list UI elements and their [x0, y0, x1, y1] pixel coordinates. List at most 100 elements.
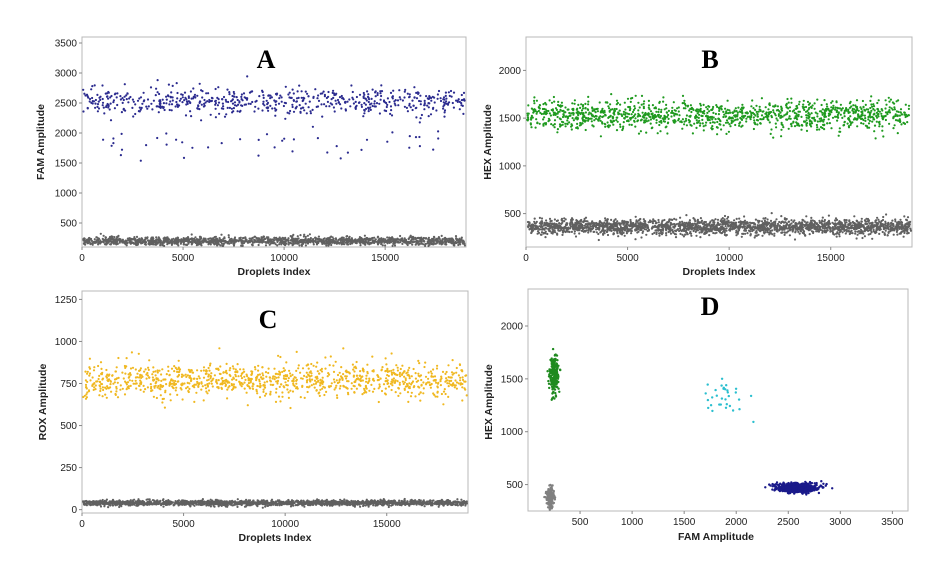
panel-a-negative-point: [147, 242, 150, 245]
panel-b-negative-point: [749, 230, 752, 233]
panel-b-negative-point: [765, 224, 768, 227]
panel-a-negative-point: [384, 244, 387, 247]
panel-a-negative-point: [296, 235, 299, 238]
panel-b-positive-point: [877, 99, 880, 102]
panel-b-negative-point: [799, 230, 803, 233]
panel-a-negative-point: [308, 233, 311, 236]
panel-b-negative-point: [540, 220, 544, 223]
panel-b-negative-point: [788, 228, 791, 231]
panel-a-rain-point: [408, 135, 411, 138]
panel-b-positive-point: [738, 124, 741, 127]
panel-a-positive-point: [262, 94, 265, 97]
panel-b-negative-point: [634, 238, 637, 241]
panel-a-positive-point: [92, 100, 96, 103]
panel-a-positive-point: [288, 96, 291, 99]
panel-a-positive-point: [235, 96, 238, 99]
panel-a-rain-point: [335, 145, 338, 148]
panel-a-negative-point: [254, 240, 257, 243]
panel-a-negative-point: [309, 237, 312, 240]
panel-b-positive-point: [535, 118, 538, 121]
panel-a-negative-point: [279, 239, 282, 242]
panel-a-negative-point: [341, 240, 345, 243]
panel-a-negative-point: [399, 241, 402, 244]
panel-a-positive-point: [105, 92, 109, 95]
panel-a-positive-point: [411, 99, 414, 102]
panel-b-positive-point: [872, 105, 876, 108]
panel-b-negative-point: [727, 219, 730, 222]
panel-b-positive-point: [872, 103, 875, 106]
panel-b-positive-point: [630, 123, 633, 126]
panel-a-negative-point: [287, 241, 290, 244]
panel-a-negative-point: [189, 237, 193, 240]
panel-a-positive-point: [352, 98, 355, 101]
panel-a-rain-point: [165, 143, 168, 146]
panel-a-positive-point: [249, 102, 252, 105]
panel-b-negative-point: [565, 223, 568, 226]
panel-a-negative-point: [388, 236, 391, 239]
panel-a-positive-point: [217, 101, 221, 104]
panel-a-positive-point: [315, 105, 318, 108]
panel-a-positive-point: [415, 116, 418, 119]
panel-a-negative-point: [124, 243, 127, 246]
panel-a-positive-point: [408, 104, 411, 107]
panel-b-negative-point: [746, 224, 749, 227]
panel-b-negative-point: [571, 223, 575, 226]
panel-b-letter: B: [701, 45, 718, 74]
panel-b-negative-point: [765, 227, 768, 230]
panel-b-negative-point: [615, 227, 618, 231]
panel-a-rain-point: [156, 136, 159, 140]
panel-a-positive-point: [325, 105, 328, 108]
panel-b-negative-point: [863, 229, 867, 232]
panel-b-negative-point: [814, 225, 818, 228]
panel-b-positive-point: [888, 122, 891, 125]
panel-b-positive-point: [595, 107, 598, 111]
panel-b-negative-point: [758, 219, 761, 223]
panel-a-negative-point: [255, 237, 258, 240]
panel-b-negative-point: [848, 230, 852, 233]
panel-a-negative-point: [309, 241, 312, 244]
panel-b-negative-point: [783, 231, 786, 234]
panel-a-negative-point: [412, 238, 415, 241]
panel-a-positive-point: [168, 108, 171, 112]
panel-a-positive-point: [442, 105, 445, 108]
panel-b-negative-point: [794, 222, 797, 225]
panel-b-positive-point: [641, 111, 644, 114]
panel-b-negative-point: [646, 224, 649, 227]
panel-a-negative-point: [404, 239, 407, 242]
panel-b-negative-point: [658, 232, 661, 235]
panel-a-negative-point: [349, 242, 352, 246]
panel-a-positive-point: [360, 105, 363, 108]
panel-b-negative-point: [699, 236, 702, 239]
panel-a-negative-point: [325, 244, 328, 247]
panel-b-negative-point: [746, 221, 749, 224]
panel-b-negative-point: [785, 224, 788, 227]
panel-a-negative-point: [435, 242, 438, 245]
panel-a-negative-point: [284, 236, 287, 239]
panel-a-negative-point: [88, 237, 91, 240]
panel-b-negative-point: [545, 219, 548, 222]
panel-a-positive-point: [380, 84, 383, 87]
panel-a-negative-point: [131, 238, 134, 241]
panel-b-negative-point: [629, 218, 632, 222]
panel-a-negative-point: [273, 236, 276, 239]
panel-b-positive-point: [683, 123, 686, 126]
panel-b-negative-point: [686, 233, 689, 236]
panel-a-negative-point: [242, 237, 245, 240]
panel-b-negative-point: [751, 228, 754, 231]
panel-a-positive-point: [300, 96, 303, 99]
panel-a-positive-point: [384, 101, 387, 104]
panel-a-negative-point: [448, 237, 451, 240]
panel-b-negative-point: [868, 227, 872, 230]
panel-b-negative-point: [726, 222, 729, 225]
panel-b-negative-point: [723, 219, 726, 222]
panel-b-negative-point: [884, 226, 887, 230]
panel-a-negative-point: [268, 238, 272, 241]
panel-a-positive-point: [374, 105, 377, 108]
panel-b-negative-point: [735, 217, 738, 220]
panel-b-positive-point: [753, 119, 756, 122]
panel-a-positive-point: [294, 107, 297, 110]
panel-a-negative-point: [176, 237, 179, 241]
panel-a-negative-point: [152, 239, 155, 242]
panel-b-negative-point: [854, 225, 858, 228]
panel-b-negative-point: [754, 226, 757, 229]
